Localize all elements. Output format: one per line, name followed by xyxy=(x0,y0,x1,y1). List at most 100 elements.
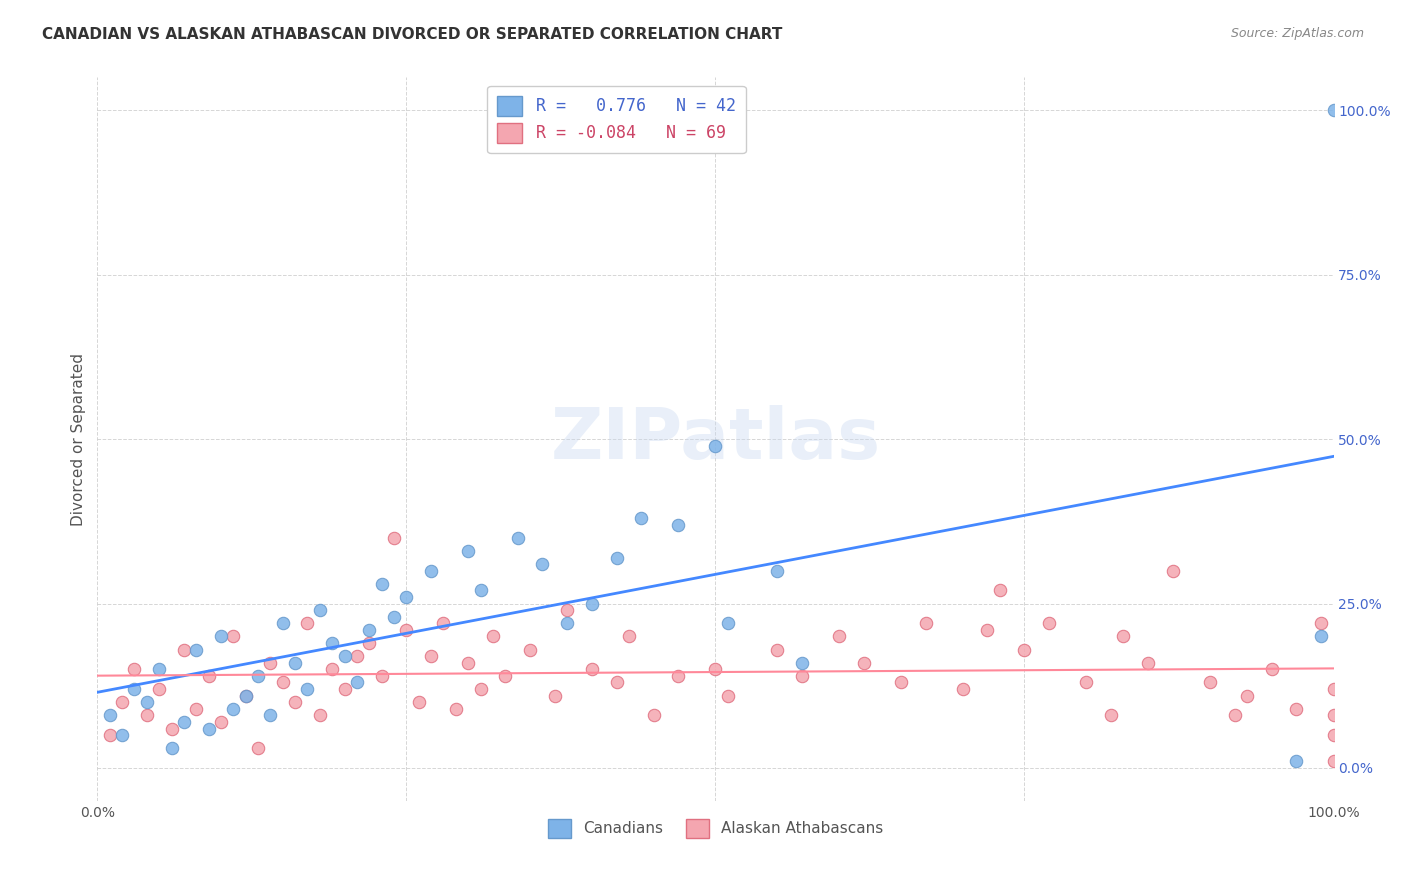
Point xyxy=(704,439,727,453)
Point xyxy=(717,616,740,631)
Text: Source: ZipAtlas.com: Source: ZipAtlas.com xyxy=(1230,27,1364,40)
Point xyxy=(395,623,418,637)
Point xyxy=(284,656,307,670)
Point xyxy=(197,722,219,736)
Point xyxy=(1310,630,1333,644)
Point xyxy=(382,531,405,545)
Point xyxy=(382,609,405,624)
Point xyxy=(160,722,183,736)
Point xyxy=(555,616,578,631)
Point xyxy=(1285,755,1308,769)
Point xyxy=(506,531,529,545)
Legend: Canadians, Alaskan Athabascans: Canadians, Alaskan Athabascans xyxy=(541,813,889,844)
Point xyxy=(173,714,195,729)
Point xyxy=(1038,616,1060,631)
Point xyxy=(308,603,330,617)
Point xyxy=(1322,103,1344,118)
Point xyxy=(124,682,146,697)
Point xyxy=(617,630,640,644)
Y-axis label: Divorced or Separated: Divorced or Separated xyxy=(72,352,86,525)
Point xyxy=(321,662,343,676)
Point xyxy=(630,511,652,525)
Point xyxy=(457,656,479,670)
Point xyxy=(297,682,319,697)
Point xyxy=(395,590,418,604)
Point xyxy=(432,616,454,631)
Point xyxy=(98,708,121,723)
Point xyxy=(271,616,294,631)
Point xyxy=(173,642,195,657)
Point xyxy=(643,708,665,723)
Point xyxy=(988,583,1011,598)
Point xyxy=(346,675,368,690)
Point xyxy=(148,682,170,697)
Point xyxy=(346,649,368,664)
Point xyxy=(1322,755,1344,769)
Point xyxy=(444,702,467,716)
Point xyxy=(135,708,157,723)
Text: CANADIAN VS ALASKAN ATHABASCAN DIVORCED OR SEPARATED CORRELATION CHART: CANADIAN VS ALASKAN ATHABASCAN DIVORCED … xyxy=(42,27,783,42)
Point xyxy=(482,630,505,644)
Point xyxy=(160,741,183,756)
Point xyxy=(186,642,208,657)
Point xyxy=(98,728,121,742)
Point xyxy=(370,577,392,591)
Point xyxy=(284,695,307,709)
Point xyxy=(148,662,170,676)
Point xyxy=(494,669,516,683)
Point xyxy=(259,708,281,723)
Point xyxy=(420,564,443,578)
Point xyxy=(581,597,603,611)
Point xyxy=(235,689,257,703)
Point xyxy=(333,682,356,697)
Point xyxy=(544,689,567,703)
Point xyxy=(890,675,912,690)
Point xyxy=(457,544,479,558)
Point xyxy=(666,517,689,532)
Point xyxy=(828,630,851,644)
Point xyxy=(766,564,789,578)
Point xyxy=(1161,564,1184,578)
Point xyxy=(222,630,245,644)
Point xyxy=(470,682,492,697)
Point xyxy=(111,728,134,742)
Point xyxy=(271,675,294,690)
Text: ZIPatlas: ZIPatlas xyxy=(550,405,880,474)
Point xyxy=(247,741,270,756)
Point xyxy=(717,689,740,703)
Point xyxy=(135,695,157,709)
Point xyxy=(914,616,936,631)
Point xyxy=(1014,642,1036,657)
Point xyxy=(766,642,789,657)
Point xyxy=(1112,630,1135,644)
Point xyxy=(555,603,578,617)
Point xyxy=(1322,682,1344,697)
Point xyxy=(790,669,813,683)
Point xyxy=(581,662,603,676)
Point xyxy=(976,623,998,637)
Point xyxy=(222,702,245,716)
Point xyxy=(519,642,541,657)
Point xyxy=(1076,675,1098,690)
Point xyxy=(321,636,343,650)
Point xyxy=(259,656,281,670)
Point xyxy=(408,695,430,709)
Point xyxy=(370,669,392,683)
Point xyxy=(666,669,689,683)
Point xyxy=(297,616,319,631)
Point xyxy=(308,708,330,723)
Point xyxy=(247,669,270,683)
Point xyxy=(1199,675,1222,690)
Point xyxy=(1236,689,1258,703)
Point xyxy=(1310,616,1333,631)
Point xyxy=(1099,708,1122,723)
Point xyxy=(359,636,381,650)
Point xyxy=(1285,702,1308,716)
Point xyxy=(1322,708,1344,723)
Point xyxy=(235,689,257,703)
Point xyxy=(606,550,628,565)
Point xyxy=(111,695,134,709)
Point xyxy=(790,656,813,670)
Point xyxy=(124,662,146,676)
Point xyxy=(1322,728,1344,742)
